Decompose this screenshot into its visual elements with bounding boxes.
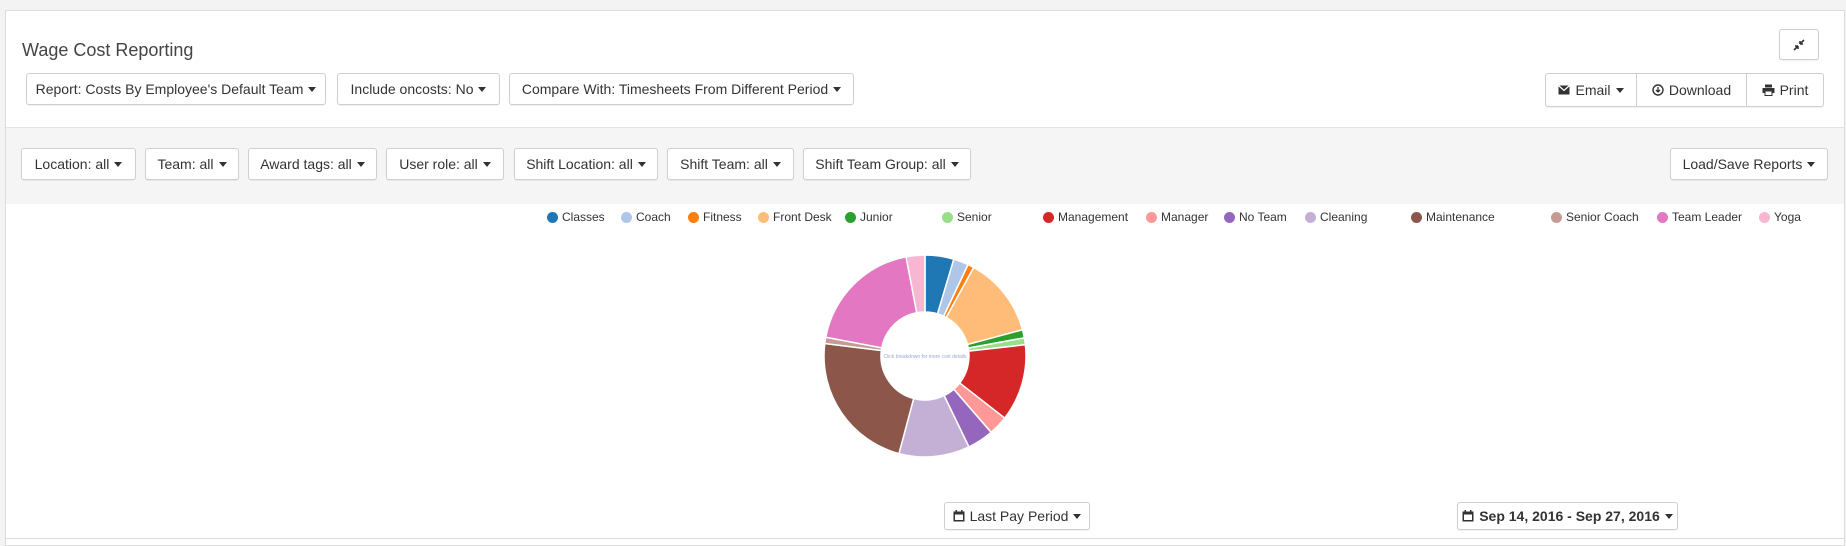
email-label: Email [1575,82,1611,98]
legend-swatch [1411,211,1422,223]
load-save-reports-button[interactable]: Load/Save Reports [1670,148,1828,180]
caret-down-icon [478,86,487,92]
location-filter-label: Location: all [34,156,110,172]
shift-team-group-filter[interactable]: Shift Team Group: all [803,148,971,180]
user-role-filter[interactable]: User role: all [386,148,504,180]
legend-item-senior[interactable]: Senior [942,210,992,224]
report-dropdown-label: Report: Costs By Employee's Default Team [35,81,304,97]
caret-down-icon [1615,87,1624,93]
legend-swatch [1551,211,1562,223]
legend-label: Team Leader [1672,210,1743,224]
legend-label: Yoga [1774,210,1801,224]
caret-down-icon [1807,161,1816,167]
legend-label: Junior [860,210,893,224]
legend-swatch [1043,211,1054,223]
period-dropdown-label: Last Pay Period [969,508,1069,524]
bottom-divider [6,538,1844,539]
legend-label: Management [1058,210,1129,224]
shift-team-filter-label: Shift Team: all [680,156,768,172]
legend-swatch [1146,211,1157,223]
award-tags-filter-label: Award tags: all [260,156,352,172]
caret-down-icon [482,161,491,167]
shift-team-filter[interactable]: Shift Team: all [667,148,794,180]
legend-swatch [1657,211,1668,223]
legend-label: Maintenance [1426,210,1495,224]
legend-item-junior[interactable]: Junior [845,210,893,224]
legend-swatch [942,211,953,223]
caret-down-icon [1073,513,1082,519]
date-range-picker[interactable]: Sep 14, 2016 - Sep 27, 2016 [1457,502,1678,530]
envelope-icon [1558,85,1571,95]
page-title: Wage Cost Reporting [22,40,194,60]
caret-down-icon [218,161,227,167]
legend-item-manager[interactable]: Manager [1146,210,1208,224]
team-filter-label: Team: all [157,156,214,172]
legend-item-management[interactable]: Management [1043,210,1128,224]
shift-location-filter-label: Shift Location: all [526,156,633,172]
award-tags-filter[interactable]: Award tags: all [248,148,377,180]
location-filter[interactable]: Location: all [21,148,136,180]
calendar-icon [1462,510,1474,522]
report-dropdown[interactable]: Report: Costs By Employee's Default Team [26,73,326,105]
print-button[interactable]: Print [1747,74,1823,106]
calendar-icon [953,510,965,522]
shift-team-group-filter-label: Shift Team Group: all [815,156,946,172]
legend-item-yoga[interactable]: Yoga [1759,210,1801,224]
load-save-reports-label: Load/Save Reports [1682,156,1803,172]
caret-down-icon [950,161,959,167]
oncosts-dropdown[interactable]: Include oncosts: No [337,73,500,105]
legend-label: Senior Coach [1566,210,1639,224]
legend-swatch [1759,211,1770,223]
period-dropdown[interactable]: Last Pay Period [944,502,1090,530]
legend-item-fitness[interactable]: Fitness [688,210,742,224]
legend-item-front-desk[interactable]: Front Desk [758,210,832,224]
legend-swatch [688,211,699,223]
legend-label: Manager [1161,210,1209,224]
export-button-group: Email Download Print [1545,73,1824,107]
caret-down-icon [833,86,842,92]
download-icon [1652,84,1664,96]
collapse-button[interactable] [1779,29,1819,60]
compare-dropdown-label: Compare With: Timesheets From Different … [521,81,829,97]
download-label: Download [1668,82,1732,98]
user-role-filter-label: User role: all [399,156,478,172]
team-filter[interactable]: Team: all [145,148,239,180]
legend-label: Senior [957,210,992,224]
oncosts-dropdown-label: Include oncosts: No [350,81,474,97]
legend-item-senior-coach[interactable]: Senior Coach [1551,210,1639,224]
legend-item-coach[interactable]: Coach [621,210,671,224]
print-icon [1762,84,1775,96]
legend-label: Coach [636,210,671,224]
legend-swatch [845,211,856,223]
legend-swatch [547,211,558,223]
download-button[interactable]: Download [1637,74,1747,106]
caret-down-icon [356,161,365,167]
legend-label: Fitness [703,210,742,224]
legend-item-maintenance[interactable]: Maintenance [1411,210,1495,224]
legend-swatch [1305,211,1316,223]
caret-down-icon [114,161,123,167]
legend-label: No Team [1239,210,1287,224]
print-label: Print [1779,82,1809,98]
legend-swatch [758,211,769,223]
legend-swatch [1224,211,1235,223]
legend-label: Front Desk [773,210,832,224]
caret-down-icon [637,161,646,167]
legend-item-cleaning[interactable]: Cleaning [1305,210,1367,224]
legend-item-classes[interactable]: Classes [547,210,605,224]
legend-label: Cleaning [1320,210,1368,224]
legend-item-no-team[interactable]: No Team [1224,210,1287,224]
compress-icon [1793,38,1805,51]
caret-down-icon [1664,513,1673,519]
shift-location-filter[interactable]: Shift Location: all [514,148,658,180]
legend-swatch [621,211,632,223]
caret-down-icon [308,86,317,92]
compare-dropdown[interactable]: Compare With: Timesheets From Different … [509,73,854,105]
legend-label: Classes [562,210,605,224]
email-button[interactable]: Email [1546,74,1637,106]
caret-down-icon [772,161,781,167]
date-range-label: Sep 14, 2016 - Sep 27, 2016 [1479,508,1660,524]
legend-item-team-leader[interactable]: Team Leader [1657,210,1742,224]
